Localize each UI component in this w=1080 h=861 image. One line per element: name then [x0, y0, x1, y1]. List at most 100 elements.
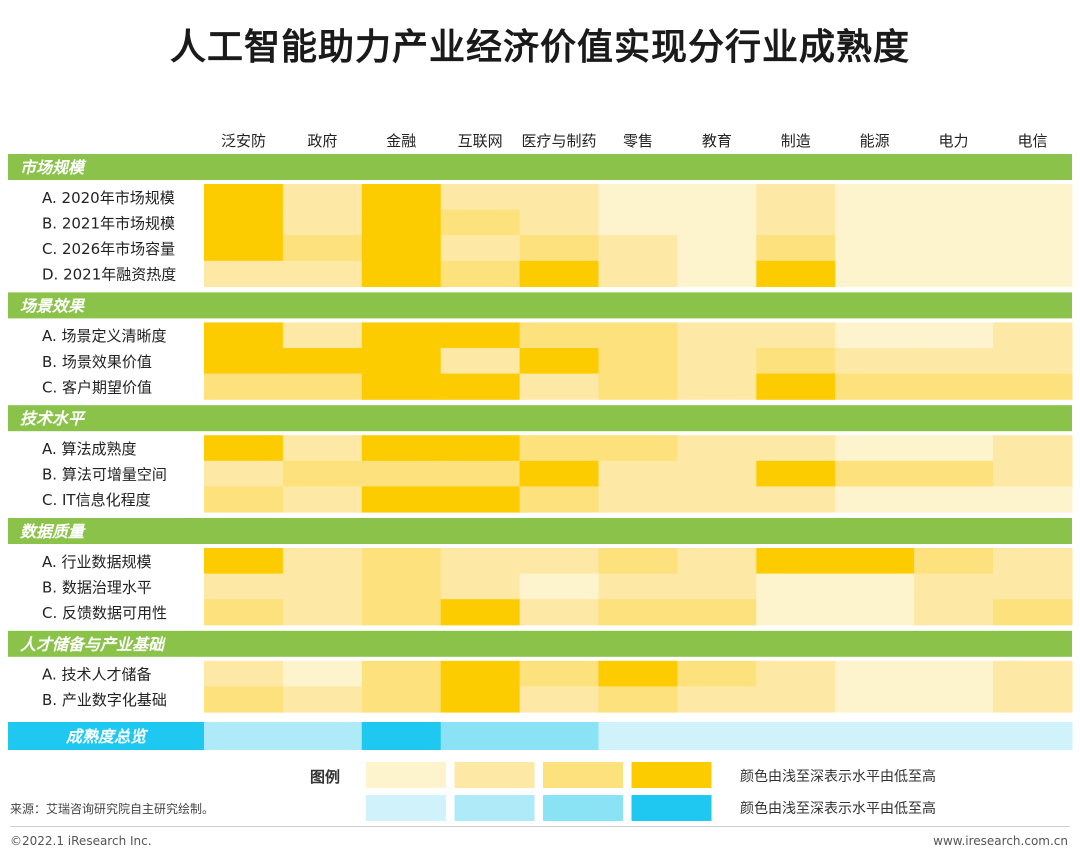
- heatmap-cell: [519, 209, 600, 236]
- heatmap-cell: [282, 184, 363, 211]
- heatmap-cell: [204, 348, 284, 375]
- heatmap-cell: [282, 660, 363, 687]
- row-label: A. 2020年市场规模: [42, 189, 175, 207]
- heatmap-cell: [282, 373, 363, 400]
- legend-swatch-blue: [631, 795, 712, 821]
- heatmap-cell: [756, 348, 836, 375]
- heatmap-cell: [598, 599, 678, 626]
- heatmap-cell: [282, 599, 363, 626]
- heatmap-cell: [519, 184, 600, 211]
- heatmap-cell: [361, 184, 442, 211]
- column-header: 能源: [860, 132, 890, 150]
- column-header: 金融: [386, 132, 416, 150]
- heatmap-cell: [835, 660, 915, 687]
- heatmap-cell: [519, 486, 600, 513]
- section-header-bar: [8, 405, 1072, 432]
- section-header-label: 数据质量: [20, 522, 86, 541]
- heatmap-cell: [204, 599, 284, 626]
- heatmap-cell: [993, 599, 1073, 626]
- heatmap-cell: [835, 548, 915, 575]
- heatmap-cell: [440, 235, 521, 262]
- row-label: B. 2021年市场规模: [42, 214, 175, 232]
- heatmap-cell: [677, 460, 757, 487]
- heatmap-cell: [440, 573, 521, 600]
- legend-note-blue: 颜色由浅至深表示水平由低至高: [740, 801, 936, 817]
- heatmap-cell: [440, 435, 521, 462]
- heatmap-cell: [282, 573, 363, 600]
- heatmap-cell: [282, 686, 363, 713]
- overview-cell: [519, 722, 600, 750]
- heatmap-cell: [361, 548, 442, 575]
- heatmap-cell: [519, 348, 600, 375]
- row-label: A. 场景定义清晰度: [42, 327, 167, 345]
- heatmap-cell: [756, 486, 836, 513]
- heatmap-cell: [677, 348, 757, 375]
- heatmap-cell: [204, 435, 284, 462]
- heatmap-cell: [993, 686, 1073, 713]
- heatmap-cell: [204, 184, 284, 211]
- heatmap-cell: [756, 322, 836, 349]
- heatmap-cell: [440, 460, 521, 487]
- heatmap-cell: [440, 660, 521, 687]
- heatmap-cell: [204, 548, 284, 575]
- heatmap-cell: [756, 435, 836, 462]
- heatmap-cell: [598, 660, 678, 687]
- legend-swatch-blue: [543, 795, 623, 821]
- heatmap-cell: [204, 235, 284, 262]
- row-label: B. 产业数字化基础: [42, 691, 167, 709]
- copyright: ©2022.1 iResearch Inc.: [10, 834, 152, 848]
- heatmap-cell: [993, 235, 1073, 262]
- heatmap-cell: [598, 548, 678, 575]
- heatmap-cell: [361, 599, 442, 626]
- heatmap-cell: [835, 435, 915, 462]
- heatmap-cell: [519, 599, 600, 626]
- heatmap-cell: [993, 660, 1073, 687]
- legend-swatch-yellow: [454, 762, 535, 788]
- heatmap-cell: [993, 260, 1073, 287]
- heatmap-cell: [440, 209, 521, 236]
- overview-cell: [993, 722, 1073, 750]
- heatmap-cell: [361, 235, 442, 262]
- heatmap-cell: [993, 322, 1073, 349]
- heatmap-cell: [677, 260, 757, 287]
- heatmap-cell: [993, 209, 1073, 236]
- column-header: 政府: [307, 132, 337, 150]
- heatmap-cell: [440, 184, 521, 211]
- row-label: C. 客户期望价值: [42, 378, 152, 396]
- heatmap-cell: [993, 184, 1073, 211]
- heatmap-cell: [519, 460, 600, 487]
- heatmap-cell: [677, 209, 757, 236]
- legend-note-yellow: 颜色由浅至深表示水平由低至高: [740, 769, 936, 785]
- heatmap-cell: [756, 686, 836, 713]
- legend-swatch-blue: [454, 795, 535, 821]
- heatmap-cell: [519, 322, 600, 349]
- heatmap-cell: [598, 348, 678, 375]
- heatmap-cell: [361, 373, 442, 400]
- heatmap-cell: [914, 599, 994, 626]
- heatmap-cell: [835, 373, 915, 400]
- overview-label: 成熟度总览: [65, 727, 149, 746]
- heatmap-cell: [519, 260, 600, 287]
- heatmap-cell: [993, 573, 1073, 600]
- heatmap-cell: [756, 573, 836, 600]
- heatmap-cell: [914, 548, 994, 575]
- heatmap-cell: [440, 260, 521, 287]
- heatmap-cell: [598, 209, 678, 236]
- row-label: A. 行业数据规模: [42, 553, 152, 571]
- website-link[interactable]: www.iresearch.com.cn: [933, 834, 1068, 848]
- heatmap-cell: [677, 373, 757, 400]
- heatmap-cell: [519, 235, 600, 262]
- heatmap-cell: [756, 235, 836, 262]
- heatmap-cell: [519, 548, 600, 575]
- overview-cell: [914, 722, 994, 750]
- heatmap-cell: [756, 548, 836, 575]
- overview-cell: [440, 722, 521, 750]
- source-note: 来源：艾瑞咨询研究院自主研究绘制。: [10, 802, 215, 816]
- heatmap-cell: [835, 599, 915, 626]
- heatmap-cell: [835, 322, 915, 349]
- heatmap-cell: [282, 209, 363, 236]
- heatmap-cell: [677, 435, 757, 462]
- heatmap-cell: [835, 686, 915, 713]
- row-label: B. 场景效果价值: [42, 353, 152, 371]
- heatmap-cell: [204, 686, 284, 713]
